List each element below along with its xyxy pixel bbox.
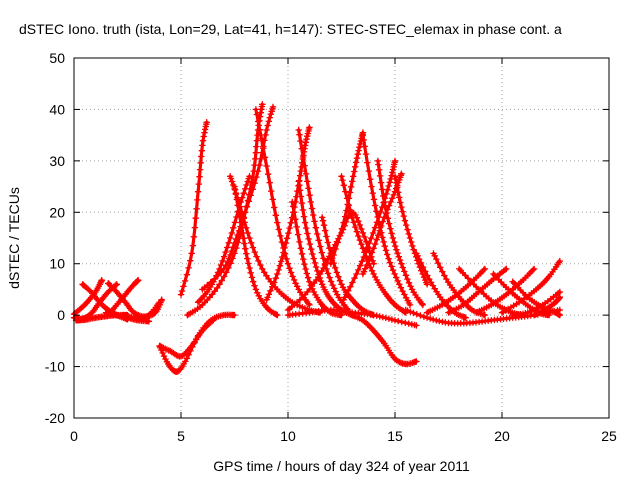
point-markers: [374, 157, 426, 309]
point-markers: [327, 129, 367, 267]
x-tick-label: 10: [280, 428, 296, 444]
series-15: [231, 183, 281, 319]
y-tick-label: 30: [49, 153, 65, 169]
y-axis-label: dSTEC / TECUs: [6, 187, 22, 289]
point-markers: [319, 214, 377, 319]
series-layer: [70, 101, 563, 375]
point-markers: [340, 157, 399, 303]
point-markers: [391, 173, 431, 288]
y-tick-label: -20: [45, 410, 65, 426]
y-tick-label: -10: [45, 359, 65, 375]
series-22: [319, 214, 377, 319]
point-markers: [498, 257, 563, 316]
x-axis-label: GPS time / hours of day 324 of year 2011: [213, 458, 470, 474]
plot-frame: [73, 57, 610, 419]
point-markers: [413, 250, 469, 321]
series-11: [177, 119, 210, 298]
series-7: [72, 311, 131, 324]
series-16: [199, 103, 277, 293]
point-markers: [284, 306, 420, 329]
series-30: [391, 173, 431, 288]
y-tick-label: 10: [49, 256, 65, 272]
series-44: [530, 293, 563, 319]
point-markers: [473, 265, 538, 316]
point-markers: [430, 250, 489, 319]
point-markers: [177, 119, 210, 298]
x-tick-label: 5: [177, 428, 185, 444]
series-25: [327, 129, 367, 267]
series-41: [498, 257, 563, 316]
y-tick-label: 40: [49, 101, 65, 117]
y-tick-label: 50: [49, 50, 65, 66]
point-markers: [530, 293, 563, 319]
point-markers: [156, 311, 238, 375]
point-markers: [445, 265, 510, 316]
point-markers: [349, 311, 420, 368]
series-17: [252, 106, 313, 309]
point-markers: [70, 277, 105, 318]
point-markers: [423, 265, 489, 316]
series-10: [156, 311, 238, 375]
series-31: [349, 311, 420, 368]
point-markers: [199, 103, 277, 293]
y-tick-label: 20: [49, 204, 65, 220]
series-28: [374, 157, 426, 309]
series-39: [445, 265, 510, 316]
point-markers: [231, 183, 281, 319]
point-markers: [509, 288, 563, 319]
point-markers: [263, 124, 313, 303]
chart-title: dSTEC Iono. truth (ista, Lon=29, Lat=41,…: [19, 21, 562, 37]
grid: [74, 58, 609, 418]
series-8: [120, 299, 163, 321]
x-tick-label: 25: [601, 428, 617, 444]
series-27: [340, 157, 399, 303]
point-markers: [107, 277, 142, 316]
x-tick-label: 15: [387, 428, 403, 444]
x-tick-label: 0: [70, 428, 78, 444]
y-tick-label: 0: [57, 307, 65, 323]
series-32: [284, 306, 420, 329]
point-markers: [252, 106, 313, 309]
series-43: [509, 288, 563, 319]
series-33: [413, 250, 469, 321]
point-markers: [120, 299, 163, 321]
series-18: [263, 124, 313, 303]
series-40: [473, 265, 538, 316]
series-38: [423, 265, 489, 316]
series-5: [107, 277, 142, 316]
point-markers: [72, 311, 131, 324]
x-tick-label: 20: [494, 428, 510, 444]
series-line: [185, 102, 264, 317]
series-3: [70, 277, 105, 318]
axes: 0 5 10 15 20 25 -20 -10 0 10 20 30 40 50: [45, 50, 617, 444]
